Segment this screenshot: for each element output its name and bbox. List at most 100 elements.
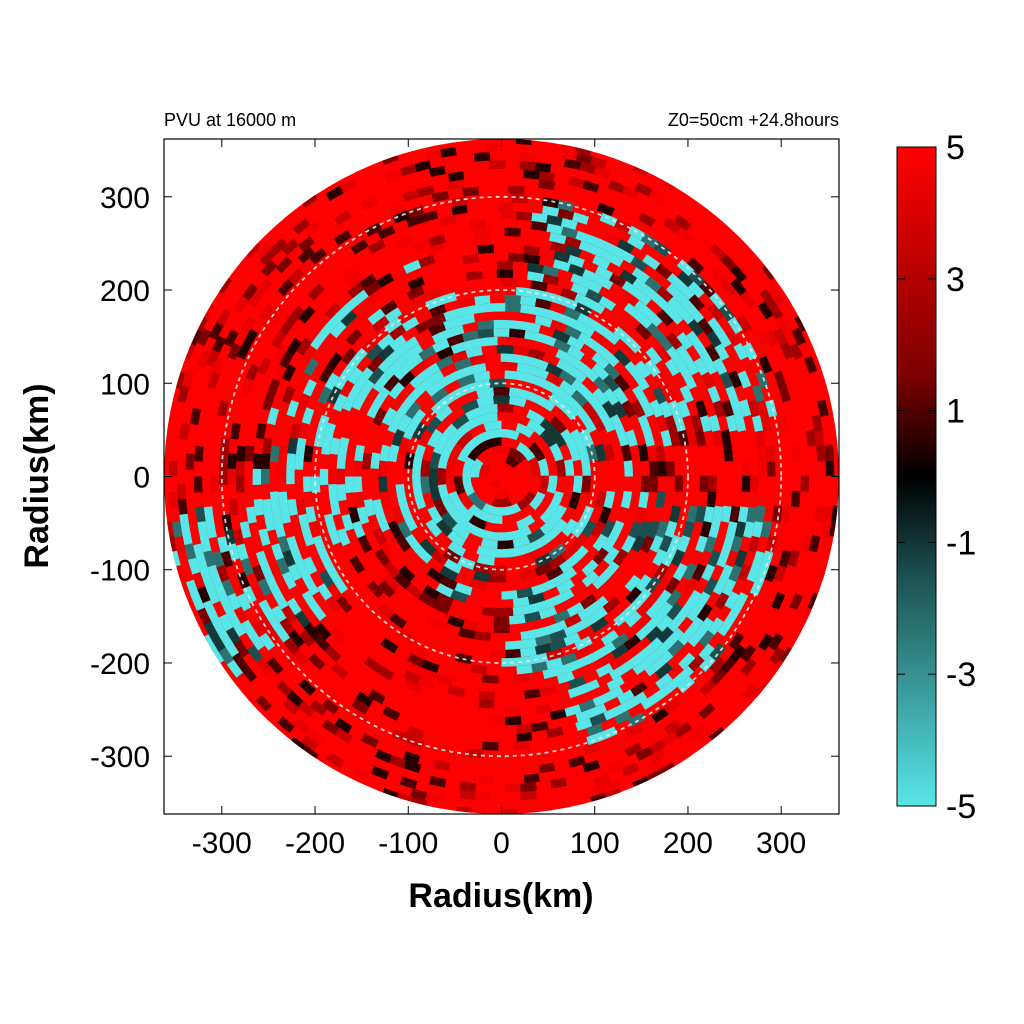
heatmap-cell — [277, 460, 287, 478]
colorbar-ticks: 531-1-3-5 — [897, 129, 976, 826]
heatmap-cell — [741, 475, 751, 492]
heatmap-cell — [262, 393, 275, 411]
heatmap-cell — [601, 349, 620, 368]
heatmap-cell — [750, 475, 759, 492]
heatmap-cell — [453, 366, 472, 381]
heatmap-cell — [247, 645, 264, 663]
heatmap-cell — [218, 647, 235, 666]
heatmap-cell — [403, 670, 422, 685]
heatmap-cell — [520, 782, 537, 792]
heatmap-cell — [204, 634, 217, 651]
heatmap-cell — [646, 322, 664, 340]
heatmap-cell — [822, 505, 833, 523]
heatmap-cell — [549, 629, 568, 643]
heatmap-cell — [485, 590, 503, 600]
heatmap-cell — [406, 285, 425, 301]
heatmap-cell — [720, 429, 732, 447]
heatmap-cell — [345, 445, 357, 463]
heatmap-cell — [672, 563, 688, 582]
heatmap-cell — [655, 673, 673, 690]
heatmap-cell — [800, 475, 810, 492]
heatmap-cell — [397, 436, 411, 455]
heatmap-cell — [344, 476, 355, 494]
heatmap-cell — [318, 549, 333, 568]
heatmap-cell — [538, 771, 556, 782]
heatmap-cell — [733, 592, 749, 611]
heatmap-cell — [761, 671, 775, 687]
heatmap-cell — [258, 599, 274, 618]
heatmap-cell — [235, 461, 245, 478]
heatmap-cell — [464, 406, 483, 422]
heatmap-cell — [500, 277, 518, 287]
heatmap-cell — [382, 788, 400, 798]
heatmap-cell — [321, 698, 340, 715]
heatmap-cell — [354, 166, 371, 177]
heatmap-cell — [445, 333, 465, 347]
heatmap-cell — [465, 270, 483, 281]
heatmap-cell — [405, 593, 424, 610]
heatmap-cell — [230, 422, 241, 440]
heatmap-cell — [218, 288, 234, 307]
heatmap-cell — [744, 328, 760, 347]
heatmap-cell — [308, 641, 326, 659]
heatmap-cell — [613, 373, 631, 392]
heatmap-cell — [520, 629, 538, 641]
heatmap-cell — [635, 574, 652, 592]
heatmap-cell — [606, 685, 625, 701]
heatmap-cell — [467, 504, 488, 521]
heatmap-cell — [552, 329, 571, 344]
heatmap-cell — [531, 729, 549, 741]
heatmap-cell — [725, 605, 742, 624]
heatmap-cell — [628, 520, 643, 539]
heatmap-cell — [808, 475, 818, 492]
heatmap-cell — [451, 523, 470, 540]
heatmap-cell — [697, 725, 715, 743]
heatmap-cell — [516, 514, 536, 530]
heatmap-cell — [516, 491, 536, 511]
colorbar-tick-label: 3 — [946, 261, 965, 299]
heatmap-cell — [468, 354, 487, 366]
heatmap-cell — [404, 401, 422, 420]
heatmap-cell — [400, 336, 419, 353]
heatmap-cell — [333, 542, 348, 561]
heatmap-cell — [612, 443, 624, 462]
heatmap-cell — [526, 409, 545, 425]
heatmap-cell — [302, 194, 319, 208]
heatmap-cell — [728, 632, 745, 650]
heatmap-cell — [500, 353, 518, 363]
heatmap-cell — [829, 520, 836, 537]
heatmap-cell — [302, 476, 312, 493]
heatmap-cell — [473, 570, 491, 583]
heatmap-cell — [261, 484, 271, 501]
heatmap-cell — [203, 430, 215, 448]
heatmap-cell — [185, 453, 195, 470]
heatmap-cell — [328, 484, 339, 501]
heatmap-cell — [210, 301, 226, 320]
heatmap-cell — [572, 532, 589, 551]
heatmap-cell — [616, 248, 635, 264]
heatmap-cell — [347, 568, 364, 587]
heatmap-cell — [409, 371, 428, 389]
heatmap-cell — [177, 498, 188, 516]
heatmap-cell — [537, 530, 557, 547]
heatmap-cell — [725, 328, 741, 347]
heatmap-cell — [621, 534, 637, 553]
heatmap-cell — [250, 619, 267, 638]
heatmap-cell — [581, 558, 600, 577]
heatmap-cell — [501, 581, 519, 592]
heatmap-cell — [293, 649, 311, 667]
heatmap-cell — [446, 396, 466, 413]
heatmap-cell — [363, 498, 376, 517]
heatmap-cell — [686, 603, 703, 622]
heatmap-cell — [678, 652, 696, 670]
heatmap-cell — [595, 662, 615, 678]
plot-area — [164, 139, 839, 814]
heatmap-cell — [611, 632, 630, 649]
heatmap-cell — [298, 422, 310, 440]
heatmap-cell — [382, 155, 399, 166]
heatmap-cell — [240, 377, 254, 396]
y-tick-label: -300 — [90, 741, 150, 774]
heatmap-cell — [304, 325, 321, 344]
heatmap-cell — [474, 791, 492, 801]
heatmap-cell — [429, 776, 447, 788]
